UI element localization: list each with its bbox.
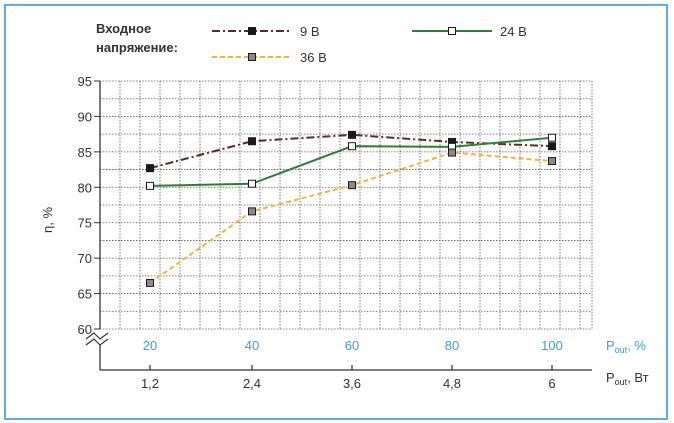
legend-item: 36 В [212,50,327,65]
data-point [146,181,154,190]
axes [85,81,592,371]
legend-label: 24 В [500,24,527,39]
axis-break-mark-2 [85,338,109,346]
data-point [248,179,256,188]
data-point [548,157,556,166]
x-axis-label-percent-sub: out [615,345,628,355]
x-tick-label-power: 1,2 [141,376,159,391]
x-axis-label-percent: Pout, % [606,338,646,355]
data-point [248,137,256,146]
data-point [348,181,356,190]
x-tick-label-percent: 40 [245,338,259,353]
data-point [348,130,356,139]
y-tick-label: 75 [78,216,92,231]
data-point [548,133,556,142]
y-axis-label: η, % [40,207,55,233]
series-line [149,151,553,284]
x-axis-label-power: Pout, Вт [606,370,649,387]
series-24-В [146,133,556,190]
x-tick-label-power: 2,4 [243,376,261,391]
data-point [448,148,456,157]
legend-items: 9 В 24 В 36 В [212,24,527,65]
x-tick-label-power: 3,6 [343,376,361,391]
legend: Входное напряжение: 9 В 24 В 36 В [96,21,527,65]
legend-item: 24 В [412,24,527,39]
data-point [146,164,154,173]
x-axis-label-power-main: P [606,370,615,385]
y-tick-labels: 60 65 70 75 80 85 90 95 [78,74,100,337]
legend-title-line2: напряжение: [96,40,178,55]
legend-label: 9 В [300,24,320,39]
y-tick-label: 60 [78,322,92,337]
x-tick-label-percent: 100 [541,338,563,353]
chart-frame [4,4,668,420]
y-tick-label: 90 [78,109,92,124]
data-point [348,142,356,151]
legend-label: 36 В [300,50,327,65]
x-axis-label-power-unit: , Вт [627,370,648,385]
axis-break-mark-1 [85,332,109,340]
y-tick-label: 65 [78,287,92,302]
data-point [248,53,256,61]
x-tick-label-power: 4,8 [443,376,461,391]
data-point [248,207,256,216]
grid [100,80,593,329]
legend-title-line1: Входное [96,21,151,36]
data-point [448,27,456,35]
x-axis-label-percent-main: P [606,338,615,353]
y-tick-label: 80 [78,180,92,195]
x-tick-label-percent: 60 [345,338,359,353]
x-tick-label-percent: 20 [143,338,157,353]
series-36-В [146,148,556,287]
series-layer [146,130,556,287]
x-tick-labels: 20 40 60 80 100 1,2 2,4 3,6 4,8 6 [141,338,563,391]
x-tick-label-percent: 80 [445,338,459,353]
legend-item: 9 В [212,24,320,39]
data-point [248,27,256,35]
y-tick-label: 70 [78,251,92,266]
data-point [146,278,154,287]
data-point [548,142,556,151]
y-tick-label: 85 [78,145,92,160]
x-axis-label-percent-unit: , % [627,338,646,353]
x-axis-label-power-sub: out [615,377,628,387]
x-tick-label-power: 6 [548,376,555,391]
y-tick-label: 95 [78,74,92,89]
series-line [149,133,553,170]
